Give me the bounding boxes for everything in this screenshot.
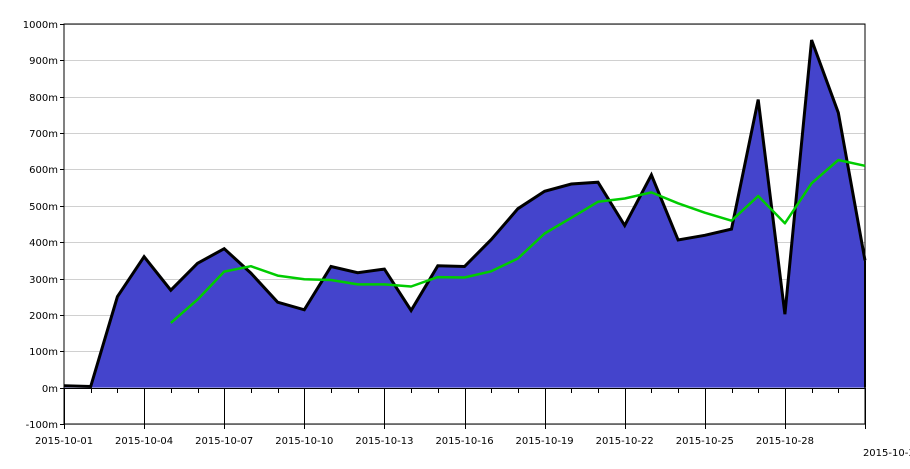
y-tick-label: 600m — [29, 165, 58, 176]
y-tick-label: 300m — [29, 275, 58, 286]
x-tick-label: 2015-10-31 — [863, 448, 910, 459]
area-series — [63, 39, 867, 389]
x-tick-label: 2015-10-04 — [115, 436, 173, 447]
area-fill — [64, 40, 865, 388]
y-tick-label: 900m — [29, 56, 58, 67]
x-tick-label: 2015-10-25 — [676, 436, 734, 447]
x-axis-tick-labels: 2015-10-01 2015-10-04 2015-10-07 2015-10-10… — [35, 436, 910, 459]
y-tick-label: 100m — [29, 347, 58, 358]
plot-border — [63, 23, 866, 425]
x-tick-label: 2015-10-22 — [596, 436, 654, 447]
y-tick-label: 800m — [29, 93, 58, 104]
axes — [60, 23, 866, 429]
y-axis-tick-labels: -100m 0m 100m 200m 300m 400m 500m 600m 700m 800m 9… — [23, 20, 58, 431]
x-tick-label: 2015-10-07 — [195, 436, 253, 447]
y-tick-label: 500m — [29, 202, 58, 213]
x-tick-label: 2015-10-19 — [516, 436, 574, 447]
x-tick-label: 2015-10-13 — [355, 436, 413, 447]
y-tick-label: 1000m — [23, 20, 58, 31]
x-tick-label: 2015-10-01 — [35, 436, 93, 447]
x-tick-label: 2015-10-16 — [435, 436, 493, 447]
y-tick-label: -100m — [26, 420, 58, 431]
x-tick-label: 2015-10-28 — [756, 436, 814, 447]
moving-average-series — [169, 158, 866, 324]
y-tick-label: 700m — [29, 129, 58, 140]
line-series — [169, 158, 866, 324]
x-tick-label: 2015-10-10 — [275, 436, 333, 447]
y-tick-label: 0m — [42, 384, 58, 395]
y-tick-label: 200m — [29, 311, 58, 322]
y-tick-label: 400m — [29, 238, 58, 249]
